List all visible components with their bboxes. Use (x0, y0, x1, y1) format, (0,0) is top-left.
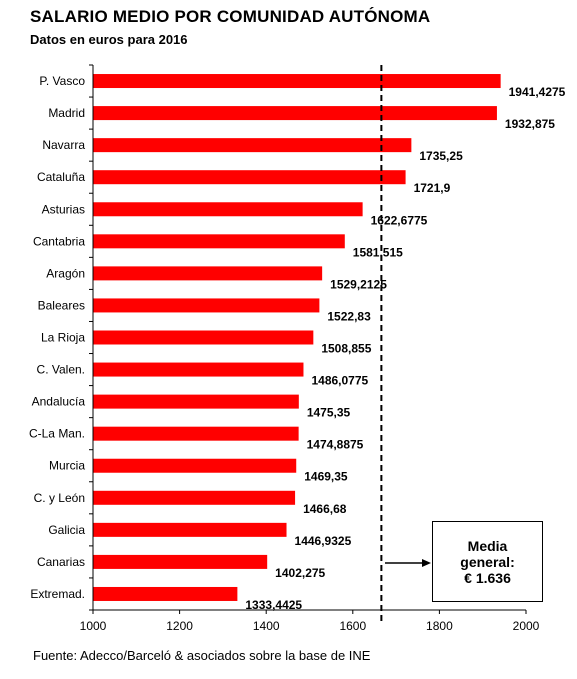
bar (93, 330, 314, 345)
bar (93, 298, 320, 313)
value-label: 1932,875 (505, 117, 555, 131)
x-tick-label: 1200 (166, 619, 193, 633)
category-label: La Rioja (41, 331, 85, 345)
category-label: Navarra (42, 138, 85, 152)
value-label: 1622,6775 (371, 213, 428, 227)
annotation-arrow-head (422, 559, 431, 567)
category-label: Murcia (49, 459, 85, 473)
bar (93, 522, 287, 537)
category-label: Extremad. (30, 587, 85, 601)
average-value: € 1.636 (464, 569, 511, 586)
category-label: Aragón (46, 266, 85, 280)
category-label: P. Vasco (39, 74, 85, 88)
x-tick-label: 1600 (339, 619, 366, 633)
bar (93, 490, 296, 505)
source-note: Fuente: Adecco/Barceló & asociados sobre… (33, 648, 371, 663)
value-label: 1941,4275 (509, 85, 566, 99)
bar (93, 426, 299, 441)
value-label: 1466,68 (303, 502, 347, 516)
category-label: Asturias (42, 202, 85, 216)
bar (93, 394, 299, 409)
category-label: Galicia (48, 523, 85, 537)
average-label-line2: general: (460, 553, 515, 570)
bar (93, 234, 345, 249)
category-label: C. y León (34, 491, 85, 505)
category-label: C-La Man. (29, 427, 85, 441)
x-tick-label: 2000 (513, 619, 540, 633)
x-tick-label: 1000 (80, 619, 107, 633)
bar (93, 74, 501, 89)
chart-title: SALARIO MEDIO POR COMUNIDAD AUTÓNOMA (30, 7, 431, 26)
value-label: 1486,0775 (311, 374, 368, 388)
value-label: 1581,515 (353, 245, 403, 259)
category-label: Andalucía (32, 395, 86, 409)
bar (93, 266, 323, 281)
value-label: 1474,8875 (307, 438, 364, 452)
value-label: 1721,9 (414, 181, 451, 195)
bar (93, 554, 268, 569)
value-label: 1469,35 (304, 470, 348, 484)
bar (93, 106, 497, 121)
bar (93, 362, 304, 377)
value-label: 1333,4425 (245, 598, 302, 612)
value-label: 1402,275 (275, 566, 325, 580)
x-tick-label: 1400 (253, 619, 280, 633)
value-label: 1508,855 (321, 342, 371, 356)
average-label-line1: Media (467, 537, 508, 554)
bar (93, 586, 238, 601)
category-label: C. Valen. (37, 363, 85, 377)
value-label: 1446,9325 (295, 534, 352, 548)
average-annotation-box: Media general: € 1.636 (432, 521, 543, 602)
category-label: Cantabria (33, 234, 85, 248)
value-label: 1475,35 (307, 406, 351, 420)
bar (93, 170, 406, 185)
value-label: 1735,25 (419, 149, 463, 163)
chart-subtitle: Datos en euros para 2016 (30, 32, 188, 47)
value-label: 1522,83 (327, 309, 371, 323)
category-label: Baleares (38, 298, 85, 312)
category-label: Canarias (37, 555, 85, 569)
value-label: 1529,2125 (330, 277, 387, 291)
bar (93, 458, 297, 473)
bar (93, 138, 412, 153)
bar (93, 202, 363, 217)
x-tick-label: 1800 (426, 619, 453, 633)
category-label: Cataluña (37, 170, 85, 184)
category-label: Madrid (48, 106, 85, 120)
